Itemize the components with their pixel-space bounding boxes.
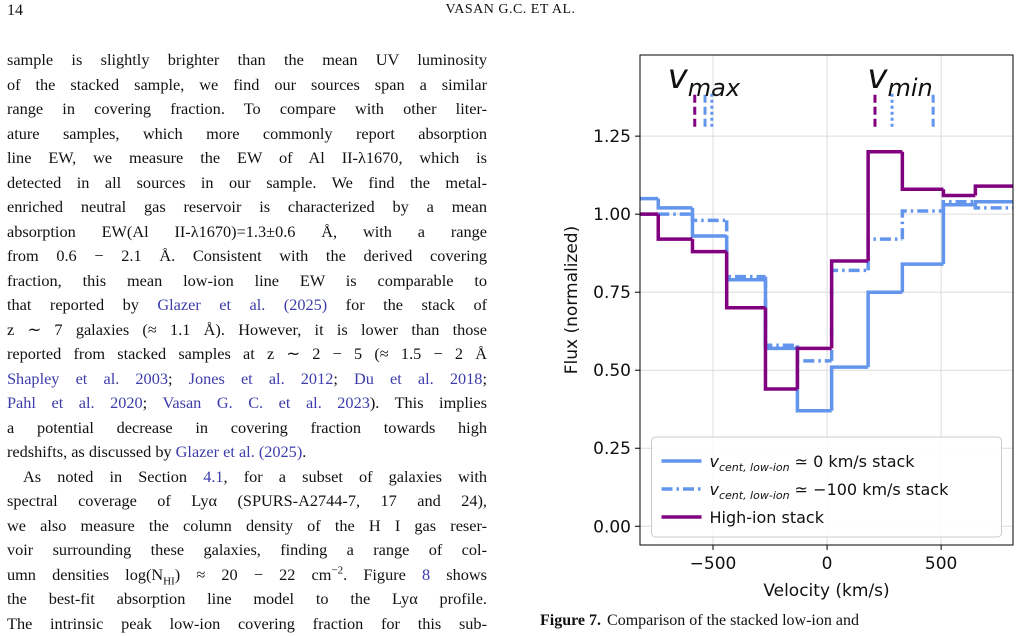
- caption-text: Comparison of the stacked low-ion and: [607, 612, 859, 629]
- step-segment: [692, 214, 726, 220]
- y-tick-label: 0.00: [593, 517, 631, 537]
- step-segment: [658, 214, 692, 239]
- y-axis-label: Flux (normalized): [562, 226, 582, 374]
- step-segment: [797, 348, 831, 410]
- step-segment: [975, 202, 1013, 205]
- x-tick-label: 500: [925, 554, 957, 574]
- step-segment: [692, 239, 726, 251]
- step-segment: [658, 199, 692, 208]
- step-segment: [868, 152, 902, 261]
- annotation-label: vmax: [668, 57, 741, 102]
- step-segment: [832, 270, 869, 361]
- step-segment: [727, 236, 766, 280]
- y-tick-label: 1.00: [593, 205, 631, 225]
- step-segment: [765, 277, 797, 346]
- legend-rest: ≃ 0 km/s stack: [790, 452, 916, 471]
- y-tick-label: 1.25: [593, 127, 631, 147]
- plot-area: [640, 92, 1013, 410]
- annotation-label: vmin: [867, 57, 932, 102]
- x-tick-label: 0: [822, 554, 833, 574]
- annotation-sub: max: [688, 74, 741, 102]
- legend-label: High-ion stack: [710, 508, 825, 527]
- y-tick-label: 0.25: [593, 439, 631, 459]
- legend-sub: cent, low-ion: [719, 461, 790, 474]
- figure-caption: Figure 7. Comparison of the stacked low-i…: [540, 612, 859, 630]
- step-segment: [868, 239, 902, 270]
- step-segment: [943, 189, 975, 195]
- y-tick-label: 0.50: [593, 361, 631, 381]
- step-segment: [868, 292, 902, 367]
- x-axis-label: Velocity (km/s): [763, 581, 889, 601]
- annotation-main: v: [668, 57, 689, 97]
- step-segment: [832, 261, 869, 348]
- step-segment: [902, 264, 943, 292]
- step-segment: [902, 152, 943, 189]
- step-segment: [765, 280, 797, 349]
- step-segment: [727, 220, 766, 276]
- x-tick-label: −500: [690, 554, 737, 574]
- annotation-sub: min: [888, 74, 933, 102]
- step-segment: [797, 348, 831, 389]
- y-tick-label: 0.75: [593, 283, 631, 303]
- legend-sub: cent, low-ion: [719, 489, 790, 502]
- caption-label: Figure 7.: [540, 612, 601, 629]
- step-segment: [832, 367, 869, 411]
- step-segment: [975, 186, 1013, 195]
- step-segment: [902, 211, 943, 239]
- annotation-main: v: [867, 57, 888, 97]
- legend-rest: ≃ −100 km/s stack: [790, 480, 949, 499]
